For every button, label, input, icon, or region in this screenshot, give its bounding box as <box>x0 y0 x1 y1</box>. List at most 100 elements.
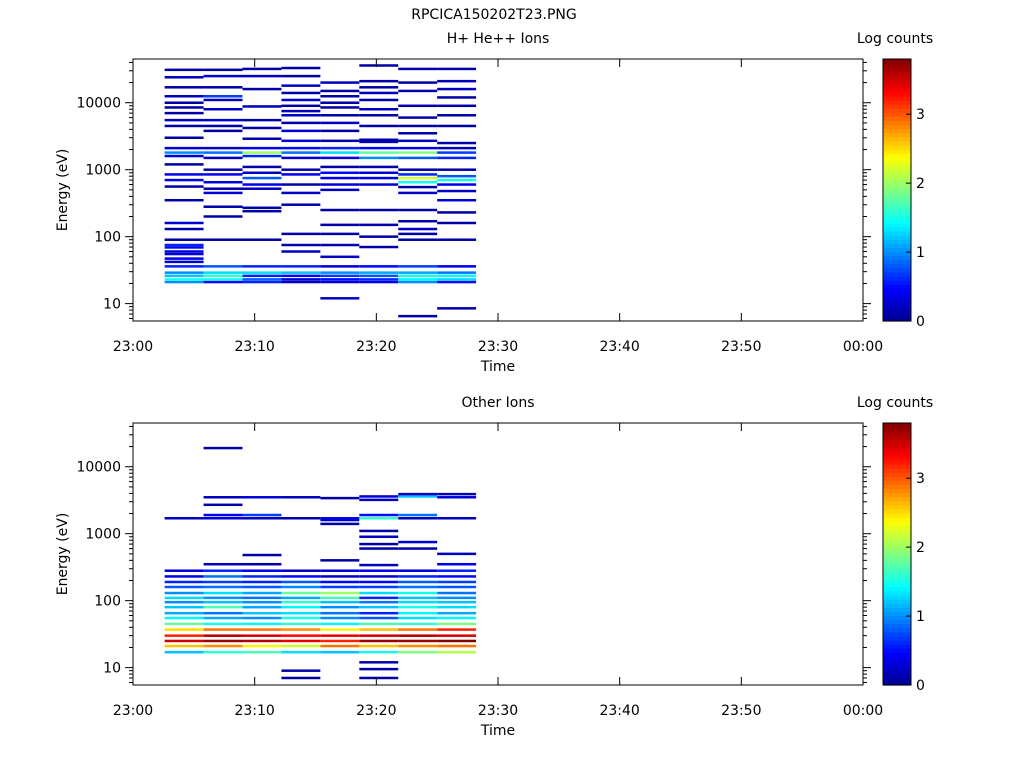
x-tick-label: 23:40 <box>599 703 639 719</box>
heatmap-cell <box>359 585 399 589</box>
y-axis-label: Energy (eV) <box>55 513 71 596</box>
colorbar-swatch <box>883 664 911 670</box>
heatmap-cell <box>398 173 438 176</box>
heatmap-cell <box>437 124 477 128</box>
heatmap-cell <box>437 265 477 268</box>
heatmap-cell <box>281 644 321 648</box>
colorbar-swatch <box>883 83 911 89</box>
colorbar-frame <box>882 58 912 322</box>
heatmap-cell <box>359 498 399 502</box>
heatmap-cell <box>281 139 321 143</box>
colorbar-swatch <box>883 63 911 68</box>
heatmap-cell <box>203 496 243 499</box>
colorbar-swatch <box>883 280 911 285</box>
heatmap-cell <box>320 151 360 154</box>
heatmap-cell <box>359 575 399 578</box>
heatmap-cell <box>281 585 321 589</box>
colorbar-label: Log counts <box>857 395 933 411</box>
heatmap-cell <box>398 278 438 281</box>
colorbar-swatch <box>883 181 911 187</box>
colorbar-swatch <box>883 599 911 604</box>
heatmap-cell <box>437 639 477 643</box>
heatmap-cell <box>437 198 477 202</box>
heatmap-cell <box>437 151 477 154</box>
heatmap-cell <box>242 176 282 180</box>
heatmap-cell <box>281 156 321 160</box>
heatmap-cell <box>437 552 477 556</box>
heatmap-cell <box>320 650 360 654</box>
x-tick-label: 23:00 <box>113 339 153 355</box>
heatmap-cell <box>242 87 282 91</box>
heatmap-cell <box>320 271 360 274</box>
colorbar-swatch <box>883 455 911 461</box>
colorbar-swatch <box>883 124 911 130</box>
colorbar-swatch <box>883 308 911 314</box>
heatmap-cell <box>398 611 438 615</box>
heatmap-cell <box>242 562 282 566</box>
heatmap-cell <box>320 628 360 631</box>
colorbar-swatch <box>883 255 911 261</box>
x-tick-label: 23:20 <box>356 703 396 719</box>
heatmap-cell <box>164 257 204 260</box>
heatmap-cell <box>320 146 360 150</box>
colorbar-swatch <box>883 611 911 617</box>
heatmap-cell <box>281 569 321 572</box>
heatmap-cell <box>281 168 321 171</box>
heatmap-cell <box>242 517 282 520</box>
heatmap-cell <box>164 76 204 79</box>
colorbar-swatch <box>883 443 911 449</box>
colorbar-swatch <box>883 648 911 653</box>
colorbar-swatch <box>883 431 911 436</box>
heatmap-cell <box>437 650 477 654</box>
heatmap-cell <box>281 191 321 195</box>
figure-title: RPCICA150202T23.PNG <box>411 7 576 23</box>
heatmap-cell <box>320 600 360 604</box>
colorbar-swatch <box>883 251 911 257</box>
heatmap-cell <box>281 146 321 150</box>
heatmap-cell <box>164 280 204 284</box>
heatmap-cell <box>359 542 399 546</box>
heatmap-cell <box>242 265 282 268</box>
x-tick-label: 23:00 <box>113 703 153 719</box>
heatmap-cell <box>242 513 282 517</box>
colorbar-swatch <box>883 529 911 535</box>
colorbar-swatch <box>883 95 911 101</box>
colorbar-swatch <box>883 672 911 678</box>
heatmap-cell <box>203 569 243 572</box>
heatmap-cell <box>437 492 477 496</box>
colorbar-swatch <box>883 578 911 584</box>
colorbar-swatch <box>883 198 911 203</box>
heatmap-cell <box>242 137 282 140</box>
heatmap-cell <box>320 496 360 500</box>
heatmap-cell <box>203 639 243 643</box>
heatmap-cell <box>320 280 360 284</box>
colorbar-swatch <box>883 468 911 473</box>
colorbar-swatch <box>883 639 911 645</box>
heatmap-cell <box>164 250 204 253</box>
x-tick-label: 23:30 <box>478 339 518 355</box>
heatmap-cell <box>281 121 321 125</box>
colorbar-swatch <box>883 243 911 248</box>
colorbar-swatch <box>883 488 911 494</box>
heatmap-cell <box>164 238 204 241</box>
heatmap-cell <box>164 260 204 264</box>
y-tick-label: 1000 <box>85 527 121 543</box>
colorbar-swatch <box>883 603 911 608</box>
heatmap-cell <box>281 650 321 654</box>
heatmap-cell <box>398 600 438 604</box>
heatmap-cell <box>281 129 321 133</box>
heatmap-cell <box>359 517 399 520</box>
heatmap-cell <box>398 575 438 578</box>
colorbar-swatch <box>883 144 911 150</box>
heatmap-cell <box>398 585 438 589</box>
heatmap-cell <box>242 639 282 643</box>
colorbar-swatch <box>883 267 911 273</box>
heatmap-cell <box>164 154 204 158</box>
y-axis-label: Energy (eV) <box>55 149 71 232</box>
heatmap-cell <box>281 596 321 600</box>
heatmap-cell <box>320 223 360 227</box>
heatmap-cell <box>242 183 282 186</box>
colorbar-swatch <box>883 668 911 674</box>
colorbar-swatch <box>883 67 911 72</box>
colorbar-swatch <box>883 235 911 240</box>
